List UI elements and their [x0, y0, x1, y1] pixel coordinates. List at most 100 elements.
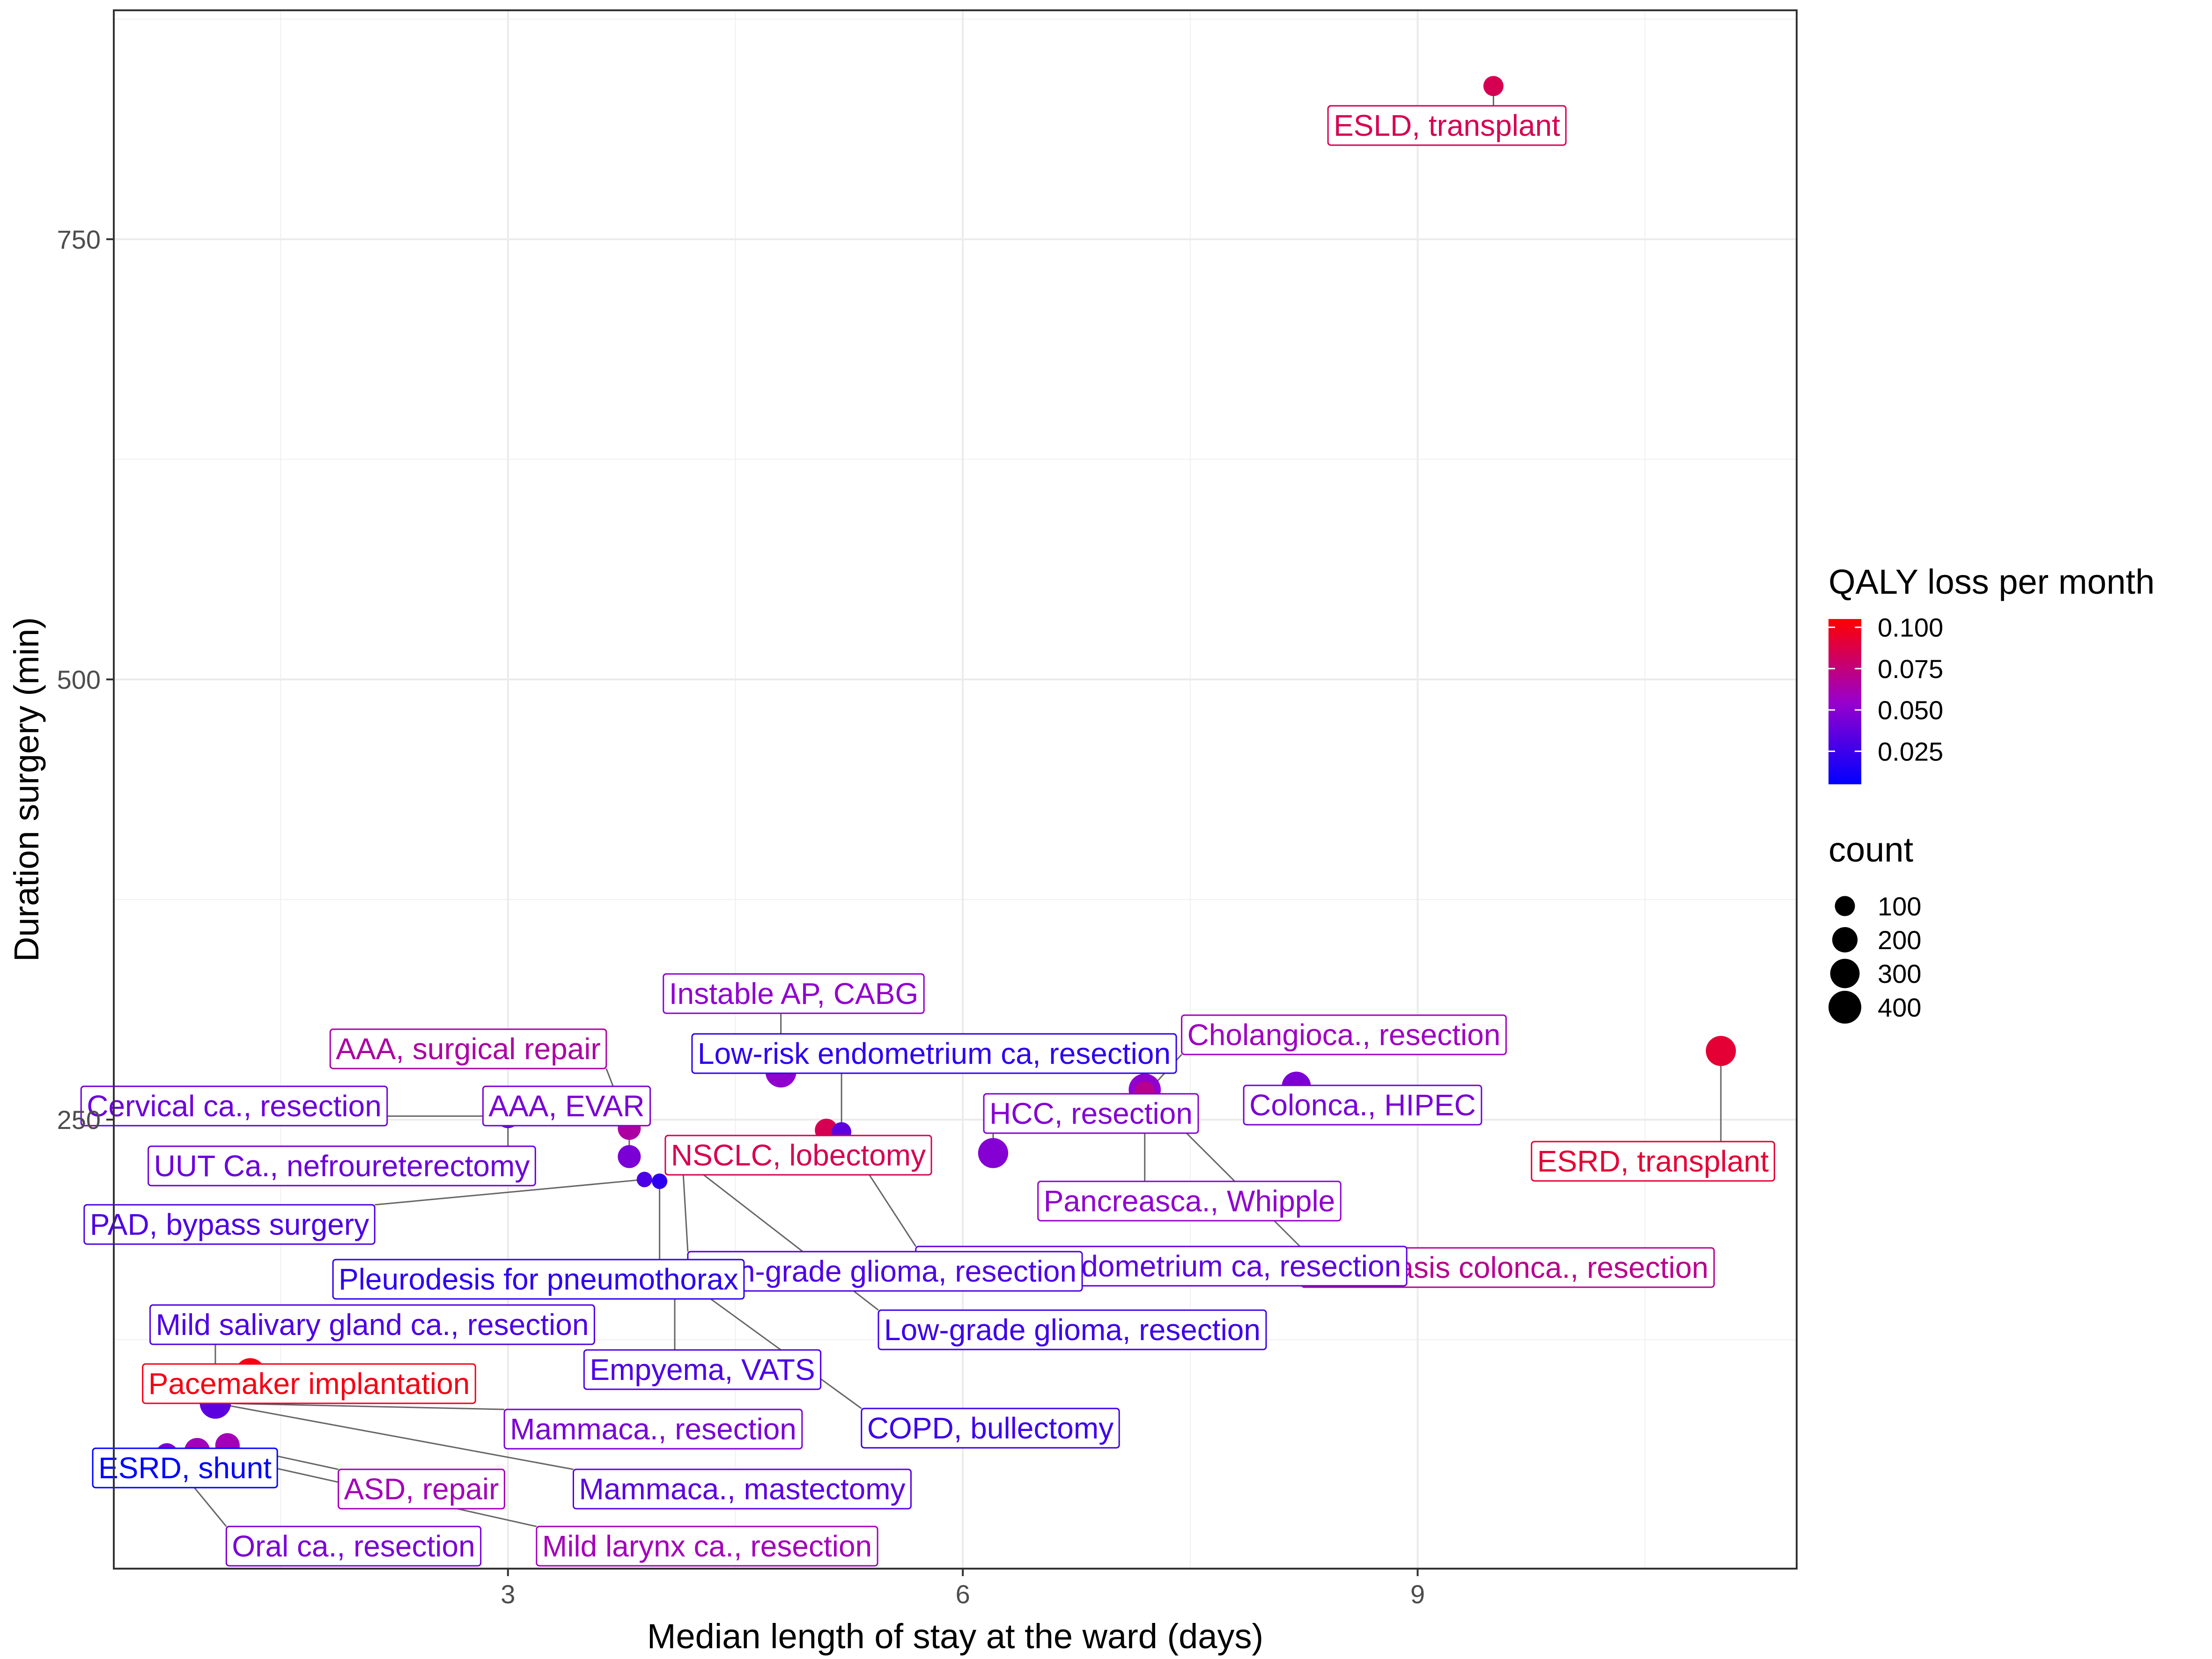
- point-label: Mammaca., resection: [503, 1408, 803, 1450]
- y-tick-label: 500: [57, 665, 101, 694]
- point-label-text: Mild salivary gland ca., resection: [156, 1308, 589, 1342]
- point-label-text: HCC, resection: [989, 1097, 1193, 1130]
- size-legend-label: 100: [1878, 892, 1921, 921]
- color-legend-title: QALY loss per month: [1829, 562, 2155, 601]
- point-label-box: [583, 1349, 822, 1390]
- y-tick-label: 750: [57, 225, 101, 254]
- point-label-text: Pacemaker implantation: [148, 1367, 470, 1401]
- point-label: COPD, bullectomy: [861, 1408, 1120, 1449]
- point-label-box: [1531, 1141, 1775, 1182]
- size-legend-swatch: [1830, 959, 1860, 988]
- color-legend-ticks: 0.100 0.075 0.050 0.025: [1829, 613, 1943, 766]
- point-label-text: COPD, bullectomy: [867, 1411, 1113, 1445]
- point-label-text: ESRD, shunt: [98, 1451, 272, 1485]
- point-label-box: [149, 1304, 595, 1345]
- point-label-box: [663, 973, 925, 1014]
- point-label-text: PAD, bypass surgery: [90, 1208, 369, 1241]
- point-label-text: Cervical ca., resection: [87, 1089, 382, 1123]
- point-label: Low-grade glioma, resection: [877, 1309, 1267, 1350]
- point-labels: ESLD, transplant ESRD, transplant Colonca.…: [80, 105, 1775, 1567]
- point-label-box: [482, 1085, 651, 1127]
- color-legend-label: 0.025: [1878, 737, 1943, 766]
- point-label-box: [503, 1408, 803, 1450]
- data-point: [978, 1138, 1009, 1168]
- point-label-text: High-grade glioma, resection: [693, 1254, 1077, 1288]
- point-label: ESLD, transplant: [1327, 105, 1567, 146]
- point-label-text: ESRD, transplant: [1537, 1144, 1769, 1178]
- size-legend-label: 200: [1878, 925, 1921, 955]
- data-point: [636, 1172, 652, 1187]
- point-label-box: [147, 1145, 536, 1187]
- point-label-box: [332, 1259, 745, 1300]
- point-label: Instable AP, CABG: [663, 973, 925, 1014]
- point-label-text: AAA, surgical repair: [336, 1032, 601, 1066]
- point-label-text: UUT Ca., nefroureterectomy: [154, 1149, 530, 1183]
- size-legend-title: count: [1829, 830, 1913, 869]
- point-label-box: [861, 1408, 1120, 1449]
- data-point: [1705, 1036, 1736, 1066]
- point-label-text: Mild larynx ca., resection: [542, 1529, 872, 1563]
- point-label: PAD, bypass surgery: [83, 1204, 376, 1245]
- x-tick-label: 6: [956, 1579, 970, 1609]
- point-label-box: [877, 1309, 1267, 1350]
- point-label: AAA, surgical repair: [329, 1028, 607, 1069]
- point-label-box: [1037, 1180, 1342, 1222]
- point-label: ESRD, shunt: [92, 1447, 278, 1489]
- point-label-text: Empyema, VATS: [590, 1353, 815, 1386]
- point-label-box: [225, 1526, 482, 1567]
- point-label: AAA, EVAR: [482, 1085, 651, 1127]
- point-label-box: [536, 1526, 878, 1567]
- size-legend: count 100 200 300 400: [1829, 830, 1921, 1024]
- point-label-text: Instable AP, CABG: [669, 977, 918, 1010]
- size-legend-items: 100 200 300 400: [1829, 892, 1921, 1024]
- point-label-text: Low-risk endometrium ca, resection: [698, 1037, 1171, 1070]
- point-label-text: Pleurodesis for pneumothorax: [339, 1262, 738, 1296]
- point-label: Low-risk endometrium ca, resection: [691, 1033, 1177, 1074]
- x-axis-title: Median length of stay at the ward (days): [647, 1617, 1263, 1656]
- y-axis: 250 500 750: [57, 225, 114, 1135]
- leader-line: [215, 1402, 574, 1470]
- point-label-text: Mammaca., resection: [510, 1412, 796, 1446]
- x-tick-label: 9: [1410, 1579, 1425, 1609]
- point-label-text: Oral ca., resection: [232, 1529, 475, 1563]
- point-label-text: AAA, EVAR: [488, 1089, 644, 1123]
- point-label-box: [1243, 1084, 1482, 1126]
- y-tick-label: 250: [57, 1105, 101, 1135]
- point-label-box: [329, 1028, 607, 1069]
- point-label: ASD, repair: [338, 1468, 505, 1510]
- point-label-box: [1181, 1014, 1507, 1055]
- point-label-text: Mammaca., mastectomy: [579, 1472, 905, 1506]
- point-label: HCC, resection: [983, 1093, 1199, 1134]
- point-label: Mild salivary gland ca., resection: [149, 1304, 595, 1345]
- point-label: Pleurodesis for pneumothorax: [332, 1259, 745, 1300]
- point-label: Colonca., HIPEC: [1243, 1084, 1482, 1126]
- point-label-text: NSCLC, lobectomy: [671, 1138, 926, 1172]
- point-label-text: Low-grade glioma, resection: [884, 1313, 1261, 1347]
- size-legend-swatch: [1835, 896, 1855, 916]
- panel-border: [113, 9, 1798, 1570]
- color-legend-bar: [1829, 619, 1861, 784]
- size-legend-swatch: [1829, 991, 1861, 1024]
- point-label-text: ESLD, transplant: [1334, 109, 1560, 142]
- point-label-box: [691, 1033, 1177, 1074]
- size-legend-label: 300: [1878, 959, 1921, 988]
- size-legend-label: 400: [1878, 993, 1921, 1022]
- x-tick-label: 3: [501, 1579, 515, 1609]
- point-label-text: Pancreasca., Whipple: [1044, 1184, 1335, 1218]
- plot-panel: ESLD, transplant ESRD, transplant Colonca.…: [80, 9, 1798, 1570]
- point-label: Cervical ca., resection: [80, 1085, 388, 1127]
- point-label: Oral ca., resection: [225, 1526, 482, 1567]
- point-label-box: [572, 1468, 912, 1510]
- point-label-box: [1327, 105, 1567, 146]
- leader-line: [215, 1402, 505, 1410]
- point-label: High-grade glioma, resection: [687, 1251, 1083, 1292]
- point-label: Pancreasca., Whipple: [1037, 1180, 1342, 1222]
- point-label: Empyema, VATS: [583, 1349, 822, 1390]
- point-label-box: [142, 1363, 476, 1404]
- point-label: Cholangioca., resection: [1181, 1014, 1507, 1055]
- data-point: [618, 1145, 641, 1168]
- color-legend-label: 0.100: [1878, 613, 1943, 642]
- point-label: ESRD, transplant: [1531, 1141, 1775, 1182]
- x-axis: 3 6 9: [501, 1569, 1425, 1609]
